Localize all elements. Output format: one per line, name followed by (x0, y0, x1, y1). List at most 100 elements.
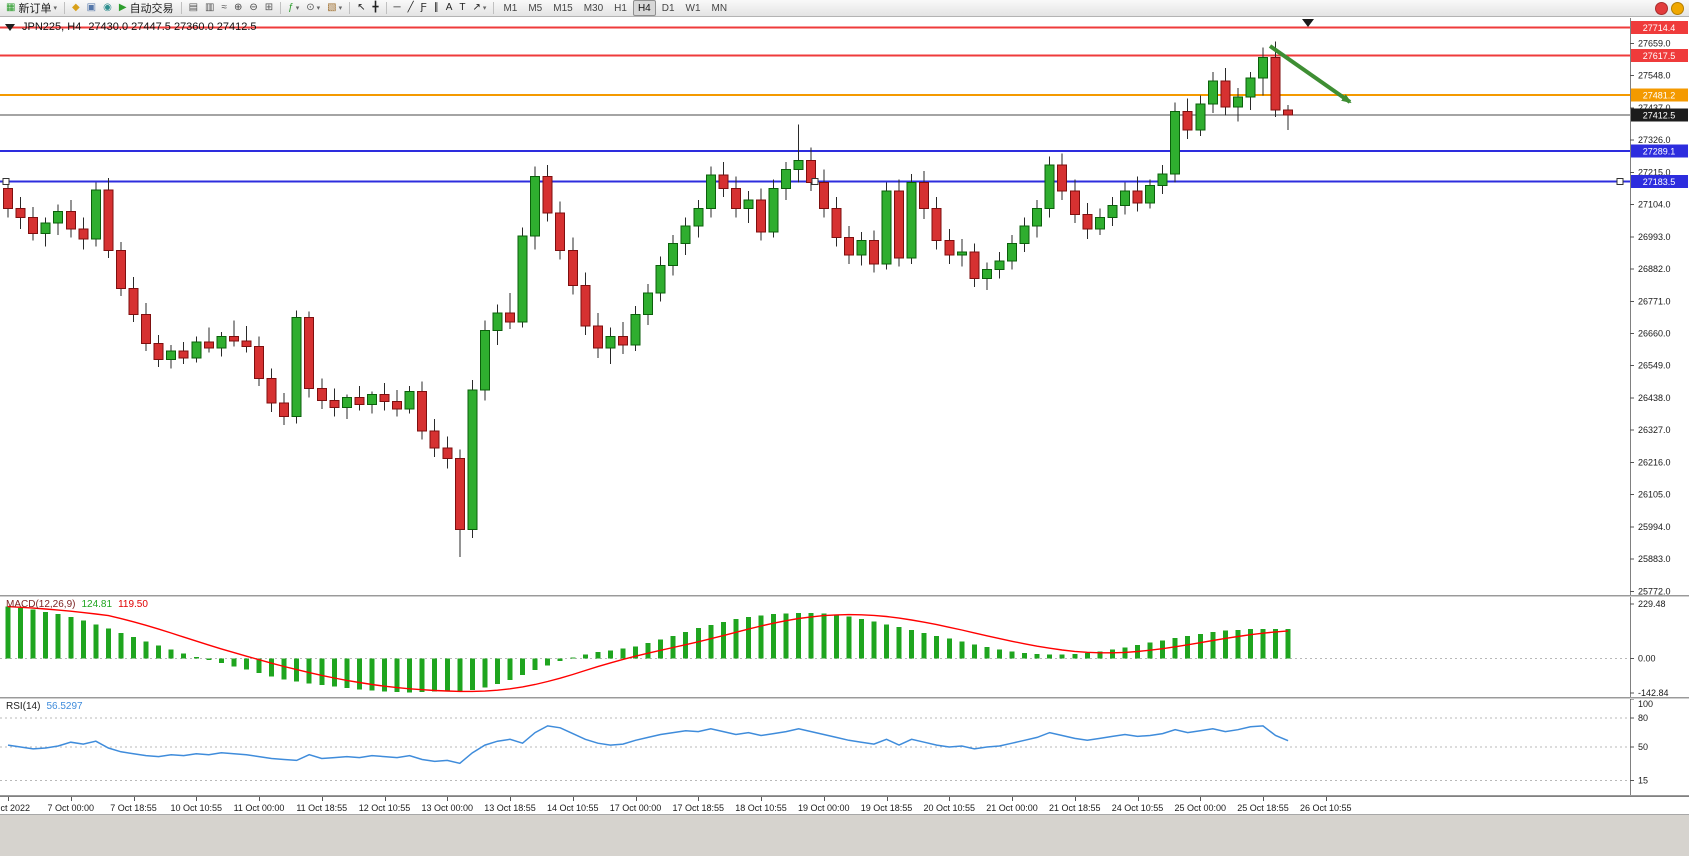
svg-text:27183.5: 27183.5 (1643, 177, 1676, 187)
panel-separator[interactable] (0, 697, 1689, 699)
chevron-down-icon: ▾ (316, 5, 321, 12)
toolbar-separator (180, 2, 182, 14)
svg-text:27289.1: 27289.1 (1643, 146, 1676, 156)
one-click-trading-toggle[interactable] (5, 23, 15, 31)
timeframe-m30[interactable]: M30 (583, 2, 604, 14)
zoom-in-icon[interactable]: ⊕ (231, 1, 245, 16)
zoom-out-icon[interactable]: ⊖ (246, 1, 260, 16)
timeframe-h4[interactable]: H4 (632, 0, 656, 16)
data-window-icon: ▣ (86, 2, 97, 13)
candlestick-chart-type-icon[interactable]: ▥ (202, 1, 217, 16)
timeframe-m1[interactable]: M1 (503, 2, 518, 14)
svg-text:26216.0: 26216.0 (1638, 457, 1671, 467)
templates-icon[interactable]: ▧ ▾ (324, 1, 345, 16)
line-chart-type-icon: ≈ (221, 2, 227, 13)
chart-window[interactable]: 27659.0 27548.0 27437.0 27326.0 27215.0 27104… (0, 18, 1689, 856)
timeframe-w1[interactable]: W1 (685, 2, 701, 14)
macd-chart[interactable]: 229.48 0.00 -142.84 (0, 597, 1689, 697)
fibonacci-icon[interactable]: Ƒ (418, 1, 430, 16)
macd-panel[interactable]: 229.48 0.00 -142.84 MACD(12,26,9) 124.81 1… (0, 597, 1689, 697)
timeframe-m5[interactable]: M5 (528, 2, 543, 14)
toolbar-button-label: 新订单 (18, 3, 52, 15)
time-axis-label: 13 Oct 18:55 (484, 803, 536, 813)
rsi-label: RSI(14) 56.5297 (6, 701, 83, 712)
new-order-icon: ▦ (6, 2, 16, 13)
market-watch-icon[interactable]: ◆ (69, 1, 83, 16)
time-axis-label: 6 Oct 2022 (0, 803, 31, 813)
alerts-icon[interactable] (1671, 1, 1684, 15)
time-axis-label: 25 Oct 18:55 (1237, 803, 1289, 813)
autotrading-button[interactable]: ▶ 自动交易 (116, 1, 177, 16)
rsi-value: 56.5297 (46, 701, 83, 712)
bar-chart-type-icon[interactable]: ▤ (186, 1, 201, 16)
rsi-panel[interactable]: 100 80 50 15 RSI(14) 56.5297 (0, 699, 1689, 795)
svg-text:25994.0: 25994.0 (1638, 522, 1671, 532)
panel-separator[interactable] (0, 595, 1689, 597)
price-chart-panel[interactable]: 27659.0 27548.0 27437.0 27326.0 27215.0 27104… (0, 18, 1689, 595)
new-order-button[interactable]: ▦ 新订单 ▾ (3, 1, 60, 16)
timeframe-m15[interactable]: M15 (553, 2, 573, 14)
indicators-icon[interactable]: ƒ ▾ (285, 1, 302, 16)
chevron-down-icon: ▾ (338, 5, 343, 12)
horizontal-line-icon[interactable]: ─ (391, 1, 404, 16)
time-axis-label: 24 Oct 10:55 (1111, 803, 1164, 813)
time-axis-tick (447, 797, 449, 801)
candlestick-chart[interactable]: 27659.0 27548.0 27437.0 27326.0 27215.0 27104… (0, 18, 1689, 595)
time-axis-label: 7 Oct 00:00 (47, 803, 95, 813)
bottom-filler (0, 814, 1689, 856)
svg-text:27714.4: 27714.4 (1643, 23, 1676, 33)
time-axis-tick (1012, 797, 1013, 801)
line-chart-type-icon[interactable]: ≈ (218, 1, 230, 16)
svg-text:26327.0: 26327.0 (1638, 425, 1671, 435)
chevron-down-icon: ▾ (53, 5, 57, 12)
community-icon[interactable] (1655, 1, 1668, 15)
timeframe-mn[interactable]: MN (711, 2, 728, 14)
navigator-icon[interactable]: ◉ (100, 1, 115, 16)
trendline-icon: ╱ (407, 2, 414, 13)
svg-text:80: 80 (1638, 713, 1648, 723)
svg-text:50: 50 (1638, 742, 1648, 752)
fibonacci-icon: Ƒ (420, 2, 427, 13)
text-label-icon[interactable]: T (456, 1, 468, 16)
autotrading-icon: ▶ (118, 2, 127, 13)
time-axis-label: 19 Oct 18:55 (860, 803, 913, 813)
timeframe-h1[interactable]: H1 (614, 2, 627, 14)
market-watch-icon: ◆ (71, 2, 80, 13)
svg-text:229.48: 229.48 (1638, 599, 1666, 609)
text-icon[interactable]: A (443, 1, 456, 16)
cursor-icon[interactable]: ↖ (354, 1, 368, 16)
svg-text:26549.0: 26549.0 (1638, 361, 1671, 371)
svg-text:27437.0: 27437.0 (1638, 103, 1671, 113)
crosshair-icon[interactable]: ╋ (369, 1, 381, 16)
bar-chart-type-icon: ▤ (188, 2, 199, 13)
time-axis[interactable]: 6 Oct 2022 7 Oct 00:00 7 Oct 18:55 10 Oct 1… (0, 796, 1689, 814)
data-window-icon[interactable]: ▣ (84, 1, 99, 16)
svg-text:27481.2: 27481.2 (1643, 91, 1676, 101)
chevron-down-icon: ▾ (482, 5, 487, 12)
timeframe-d1[interactable]: D1 (661, 2, 675, 14)
svg-text:26105.0: 26105.0 (1638, 490, 1671, 500)
cursor-icon: ↖ (357, 2, 366, 13)
time-axis-label: 18 Oct 10:55 (735, 803, 787, 813)
equidistant-channel-icon[interactable]: ∥ (431, 1, 442, 16)
time-axis-tick (1263, 797, 1264, 801)
time-axis-label: 17 Oct 00:00 (609, 803, 662, 813)
toolbar: ▦ 新订单 ▾ ◆ ▣ ◉ ▶ 自动交易 ▤ ▥ ≈ ⊕ ⊖ ⊞ ƒ ▾ ⊙ ▾ ▧ ▾ ↖ ╋ ─ ╱ Ƒ ∥ A T ↗ ▾ M1 M5 M… (0, 0, 1689, 17)
time-axis-label: 20 Oct 10:55 (923, 803, 976, 813)
arrows-tool-icon[interactable]: ↗ ▾ (470, 1, 490, 16)
time-axis-tick (761, 797, 762, 801)
rsi-chart[interactable]: 100 80 50 15 (0, 699, 1689, 795)
periods-icon[interactable]: ⊙ ▾ (303, 1, 323, 16)
toolbar-right-icons (1655, 1, 1686, 15)
time-axis-tick (70, 797, 72, 801)
svg-text:25883.0: 25883.0 (1638, 554, 1671, 564)
macd-main-value: 124.81 (81, 599, 113, 610)
svg-text:27104.0: 27104.0 (1638, 200, 1671, 210)
toolbar-separator (385, 2, 387, 14)
chart-ohlc-values: 27430.0 27447.5 27360.0 27412.5 (88, 21, 257, 33)
trendline-icon[interactable]: ╱ (405, 1, 417, 16)
time-axis-tick (1074, 797, 1076, 801)
time-axis-tick (1137, 797, 1139, 801)
time-axis-tick (133, 797, 135, 801)
tile-windows-icon[interactable]: ⊞ (262, 1, 276, 16)
